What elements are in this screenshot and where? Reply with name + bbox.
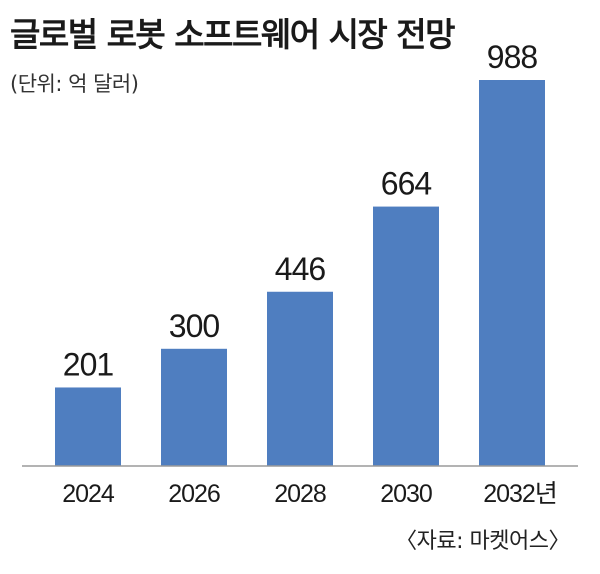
bar-2024 xyxy=(55,387,121,466)
value-label-2026: 300 xyxy=(169,308,220,344)
x-tick-label-2032년: 2032년 xyxy=(483,480,557,508)
bar-2026 xyxy=(161,348,227,466)
value-label-2032년: 988 xyxy=(487,39,538,75)
x-tick-label-2026: 2026 xyxy=(168,480,220,508)
unit-note: (단위: 억 달러) xyxy=(10,72,139,96)
bar-2028 xyxy=(267,291,333,466)
value-label-2030: 664 xyxy=(381,166,432,202)
bar-2032년 xyxy=(479,80,545,466)
value-labels-layer: 201 300 446 664 988 xyxy=(63,39,539,382)
x-tick-label-2024: 2024 xyxy=(62,480,115,508)
bars-layer xyxy=(55,80,545,466)
source-note: 〈자료: 마켓어스〉 xyxy=(395,529,570,554)
x-tick-label-2028: 2028 xyxy=(274,480,326,508)
x-tick-labels-layer: 2024 2026 2028 2030 2032년 xyxy=(62,480,558,508)
chart-title: 글로벌 로봇 소프트웨어 시장 전망 xyxy=(10,15,456,54)
x-tick-label-2030: 2030 xyxy=(380,480,432,508)
value-label-2024: 201 xyxy=(63,346,114,382)
value-label-2028: 446 xyxy=(275,251,326,287)
bar-2030 xyxy=(373,206,439,466)
